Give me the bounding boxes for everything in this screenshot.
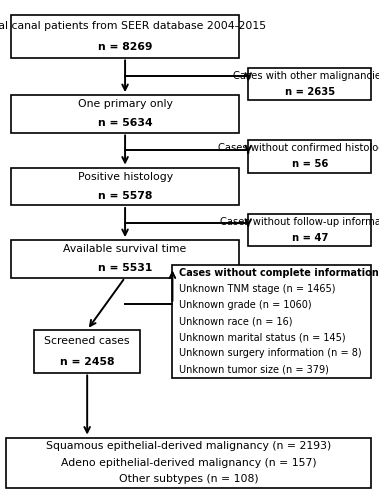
FancyBboxPatch shape [11, 95, 239, 132]
Text: One primary only: One primary only [78, 100, 172, 110]
Text: Cases with other malignancies: Cases with other malignancies [233, 70, 379, 81]
Text: Anal canal patients from SEER database 2004-2015: Anal canal patients from SEER database 2… [0, 20, 266, 30]
Text: Cases without confirmed histological: Cases without confirmed histological [218, 143, 379, 153]
Text: n = 8269: n = 8269 [98, 42, 152, 52]
Text: Adeno epithelial-derived malignancy (n = 157): Adeno epithelial-derived malignancy (n =… [61, 458, 316, 468]
Text: Available survival time: Available survival time [63, 244, 187, 254]
Text: Unknown race (n = 16): Unknown race (n = 16) [179, 316, 293, 326]
FancyBboxPatch shape [248, 68, 371, 100]
Text: Unknown surgery information (n = 8): Unknown surgery information (n = 8) [179, 348, 362, 358]
Text: Unknown tumor size (n = 379): Unknown tumor size (n = 379) [179, 364, 329, 374]
FancyBboxPatch shape [34, 330, 140, 372]
FancyBboxPatch shape [248, 140, 371, 172]
Text: Other subtypes (n = 108): Other subtypes (n = 108) [119, 474, 258, 484]
Text: Positive histology: Positive histology [78, 172, 172, 182]
Text: Unknown grade (n = 1060): Unknown grade (n = 1060) [179, 300, 312, 310]
Text: Squamous epithelial-derived malignancy (n = 2193): Squamous epithelial-derived malignancy (… [46, 441, 331, 451]
FancyBboxPatch shape [6, 438, 371, 488]
Text: Cases without follow-up information: Cases without follow-up information [220, 216, 379, 226]
FancyBboxPatch shape [11, 240, 239, 278]
Text: Cases without complete information: Cases without complete information [179, 268, 379, 278]
FancyBboxPatch shape [11, 15, 239, 58]
Text: Unknown marital status (n = 145): Unknown marital status (n = 145) [179, 332, 346, 342]
Text: n = 2458: n = 2458 [60, 357, 114, 367]
Text: Unknown TNM stage (n = 1465): Unknown TNM stage (n = 1465) [179, 284, 336, 294]
Text: n = 5578: n = 5578 [98, 190, 152, 200]
FancyBboxPatch shape [11, 168, 239, 205]
Text: n = 47: n = 47 [292, 233, 328, 243]
Text: n = 56: n = 56 [292, 160, 328, 170]
Text: n = 5531: n = 5531 [98, 263, 152, 273]
Text: n = 5634: n = 5634 [98, 118, 152, 128]
FancyBboxPatch shape [172, 265, 371, 378]
Text: Screened cases: Screened cases [44, 336, 130, 345]
FancyBboxPatch shape [248, 214, 371, 246]
Text: n = 2635: n = 2635 [285, 87, 335, 97]
